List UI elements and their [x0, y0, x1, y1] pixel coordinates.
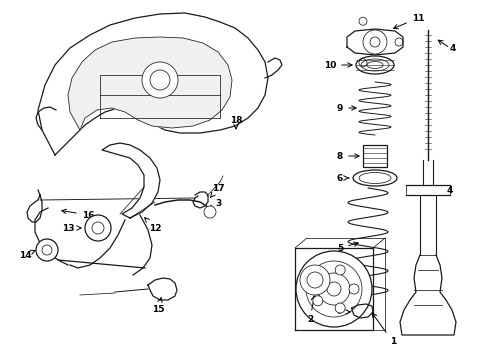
Text: 11: 11 — [393, 14, 424, 29]
Circle shape — [204, 206, 216, 218]
Polygon shape — [400, 255, 456, 335]
Circle shape — [313, 296, 323, 306]
Circle shape — [300, 265, 330, 295]
Text: 2: 2 — [307, 296, 316, 324]
Circle shape — [36, 239, 58, 261]
Text: 16: 16 — [62, 209, 94, 220]
Text: 9: 9 — [337, 104, 356, 113]
Circle shape — [335, 265, 345, 275]
Polygon shape — [102, 143, 160, 218]
Ellipse shape — [353, 170, 397, 186]
Text: 7: 7 — [337, 307, 350, 316]
Circle shape — [349, 284, 359, 294]
Circle shape — [85, 215, 111, 241]
Text: 5: 5 — [337, 242, 358, 252]
Text: 4: 4 — [447, 185, 453, 194]
Text: 1: 1 — [372, 313, 396, 346]
Text: 15: 15 — [152, 298, 164, 315]
Text: 8: 8 — [337, 152, 359, 161]
Text: 14: 14 — [19, 250, 35, 260]
Polygon shape — [68, 37, 232, 130]
Text: 10: 10 — [324, 60, 352, 69]
Text: 6: 6 — [337, 174, 349, 183]
Text: 3: 3 — [209, 198, 221, 210]
Circle shape — [296, 251, 372, 327]
Text: 12: 12 — [145, 218, 161, 233]
Text: 4: 4 — [450, 44, 456, 53]
Circle shape — [313, 272, 323, 282]
Bar — [363, 145, 387, 167]
Ellipse shape — [356, 56, 394, 74]
Text: 18: 18 — [230, 116, 242, 129]
Polygon shape — [38, 13, 268, 155]
Circle shape — [335, 303, 345, 313]
Text: 17: 17 — [210, 184, 224, 198]
Polygon shape — [347, 29, 403, 55]
Polygon shape — [148, 278, 177, 300]
Text: 13: 13 — [62, 224, 81, 233]
Circle shape — [142, 62, 178, 98]
